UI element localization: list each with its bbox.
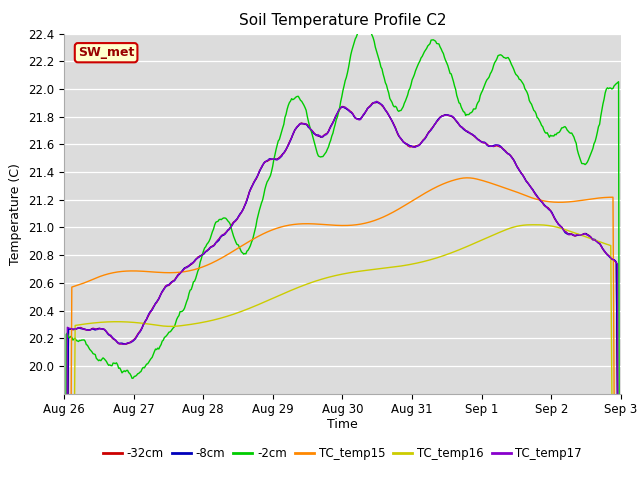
TC_temp15 <box>362 220 369 226</box>
-32cm <box>518 170 525 176</box>
Line: -32cm: -32cm <box>64 102 621 480</box>
Line: -2cm: -2cm <box>64 21 621 480</box>
Y-axis label: Temperature (C): Temperature (C) <box>10 163 22 264</box>
TC_temp17 <box>518 171 525 177</box>
TC_temp17 <box>605 253 612 259</box>
Line: TC_temp16: TC_temp16 <box>64 225 621 480</box>
TC_temp15 <box>605 194 612 200</box>
-8cm <box>328 121 335 127</box>
TC_temp16 <box>362 267 369 273</box>
-2cm <box>328 133 335 139</box>
TC_temp15 <box>324 222 332 228</box>
-32cm <box>328 122 335 128</box>
Line: TC_temp15: TC_temp15 <box>64 178 621 480</box>
-8cm <box>362 109 369 115</box>
TC_temp15 <box>328 222 335 228</box>
TC_temp16 <box>392 264 399 270</box>
Text: SW_met: SW_met <box>78 46 134 59</box>
TC_temp17 <box>324 129 332 134</box>
TC_temp16 <box>324 275 332 280</box>
-2cm <box>605 86 612 92</box>
TC_temp15 <box>392 208 399 214</box>
-8cm <box>324 129 332 134</box>
TC_temp16 <box>328 274 335 279</box>
-32cm <box>605 252 612 258</box>
-2cm <box>518 78 525 84</box>
-32cm <box>393 128 401 134</box>
TC_temp16 <box>605 242 612 248</box>
TC_temp17 <box>362 109 369 115</box>
-8cm <box>371 99 379 105</box>
Line: TC_temp17: TC_temp17 <box>64 101 621 480</box>
TC_temp15 <box>463 175 470 180</box>
TC_temp15 <box>518 191 525 197</box>
-8cm <box>605 253 612 259</box>
X-axis label: Time: Time <box>327 418 358 431</box>
Title: Soil Temperature Profile C2: Soil Temperature Profile C2 <box>239 13 446 28</box>
-8cm <box>393 128 401 134</box>
TC_temp17 <box>328 122 335 128</box>
-2cm <box>393 105 401 110</box>
-8cm <box>518 171 525 177</box>
-2cm <box>362 20 370 26</box>
-32cm <box>362 109 369 115</box>
-32cm <box>374 99 381 105</box>
TC_temp16 <box>516 223 524 228</box>
TC_temp17 <box>393 128 401 134</box>
-2cm <box>324 144 332 150</box>
TC_temp17 <box>372 98 380 104</box>
TC_temp16 <box>531 222 539 228</box>
-2cm <box>359 18 367 24</box>
Legend: -32cm, -8cm, -2cm, TC_temp15, TC_temp16, TC_temp17: -32cm, -8cm, -2cm, TC_temp15, TC_temp16,… <box>98 443 587 465</box>
-32cm <box>324 128 332 134</box>
Line: -8cm: -8cm <box>64 102 621 480</box>
